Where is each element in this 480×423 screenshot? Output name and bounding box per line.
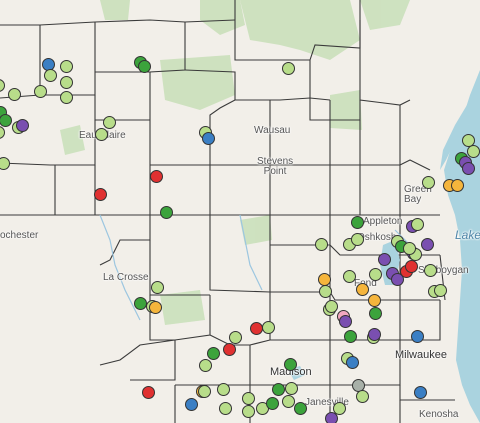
- label-madison: Madison: [270, 366, 312, 378]
- map-marker-light-green[interactable]: [319, 285, 332, 298]
- map-marker-light-green[interactable]: [8, 88, 21, 101]
- map-marker-light-green[interactable]: [60, 76, 73, 89]
- map-marker-orange[interactable]: [356, 283, 369, 296]
- label-janesville: Janesville: [305, 397, 349, 408]
- map-marker-red[interactable]: [223, 343, 236, 356]
- map-marker-orange[interactable]: [451, 179, 464, 192]
- label-wausau: Wausau: [254, 125, 291, 136]
- map-marker-light-green[interactable]: [242, 405, 255, 418]
- map-marker-light-green[interactable]: [103, 116, 116, 129]
- map-marker-blue[interactable]: [185, 398, 198, 411]
- label-lake-michigan: Lake: [455, 228, 480, 242]
- map-marker-light-green[interactable]: [199, 359, 212, 372]
- map-marker-light-green[interactable]: [219, 402, 232, 415]
- label-oshkosh: Oshkosh: [357, 232, 397, 243]
- label-kenosha: Kenosha: [419, 409, 459, 420]
- map-marker-light-green[interactable]: [282, 62, 295, 75]
- map-marker-light-green[interactable]: [462, 134, 475, 147]
- map-marker-light-green[interactable]: [351, 233, 364, 246]
- green-bay-water: [440, 80, 480, 170]
- map-marker-green[interactable]: [272, 383, 285, 396]
- map-marker-light-green[interactable]: [262, 321, 275, 334]
- map-marker-green[interactable]: [294, 402, 307, 415]
- map-marker-purple[interactable]: [421, 238, 434, 251]
- map-marker-light-green[interactable]: [34, 85, 47, 98]
- label-stevens-point: Stevens Point: [257, 156, 294, 177]
- label-rochester: ochester: [0, 230, 39, 241]
- map-marker-green[interactable]: [344, 330, 357, 343]
- map-marker-purple[interactable]: [325, 412, 338, 423]
- map-marker-light-green[interactable]: [151, 281, 164, 294]
- label-sheboygan: Sheboygan: [418, 265, 469, 276]
- map-marker-light-green[interactable]: [217, 383, 230, 396]
- map-marker-light-green[interactable]: [434, 284, 447, 297]
- map-marker-light-green[interactable]: [333, 402, 346, 415]
- map-marker-light-green[interactable]: [343, 270, 356, 283]
- map-marker-green[interactable]: [207, 347, 220, 360]
- map-marker-light-green[interactable]: [325, 300, 338, 313]
- map-marker-orange[interactable]: [149, 301, 162, 314]
- map-marker-light-green[interactable]: [198, 385, 211, 398]
- map-marker-light-green[interactable]: [0, 157, 10, 170]
- map-marker-light-green[interactable]: [229, 331, 242, 344]
- map-marker-green[interactable]: [138, 60, 151, 73]
- label-appleton: Appleton: [363, 216, 403, 227]
- map-marker-green[interactable]: [284, 358, 297, 371]
- map-marker-light-green[interactable]: [411, 218, 424, 231]
- map-marker-purple[interactable]: [368, 328, 381, 341]
- map-marker-purple[interactable]: [339, 315, 352, 328]
- map-marker-light-green[interactable]: [315, 238, 328, 251]
- label-green-bay: Green Bay: [404, 184, 432, 205]
- map-marker-light-green[interactable]: [242, 392, 255, 405]
- map-marker-blue[interactable]: [414, 386, 427, 399]
- map-marker-green[interactable]: [0, 114, 12, 127]
- map-marker-light-green[interactable]: [424, 264, 437, 277]
- map-marker-green[interactable]: [351, 216, 364, 229]
- map-marker-purple[interactable]: [391, 273, 404, 286]
- map-marker-blue[interactable]: [346, 356, 359, 369]
- map-marker-light-green[interactable]: [44, 69, 57, 82]
- map-marker-red[interactable]: [405, 260, 418, 273]
- map-marker-light-green[interactable]: [60, 60, 73, 73]
- label-milwaukee: Milwaukee: [395, 349, 447, 361]
- map-marker-light-green[interactable]: [369, 268, 382, 281]
- map-marker-red[interactable]: [250, 322, 263, 335]
- map-marker-light-green[interactable]: [95, 128, 108, 141]
- map-marker-light-green[interactable]: [60, 91, 73, 104]
- map-marker-green[interactable]: [369, 307, 382, 320]
- map-marker-orange[interactable]: [368, 294, 381, 307]
- map-marker-light-green[interactable]: [422, 176, 435, 189]
- map-marker-light-green[interactable]: [282, 395, 295, 408]
- map-marker-purple[interactable]: [462, 162, 475, 175]
- map-marker-blue[interactable]: [202, 132, 215, 145]
- map-marker-light-green[interactable]: [403, 242, 416, 255]
- forest-areas: [60, 0, 410, 325]
- map-marker-red[interactable]: [150, 170, 163, 183]
- map-marker-green[interactable]: [160, 206, 173, 219]
- map-marker-purple[interactable]: [378, 253, 391, 266]
- map-marker-light-green[interactable]: [285, 382, 298, 395]
- map-marker-red[interactable]: [142, 386, 155, 399]
- map-marker-light-green[interactable]: [356, 390, 369, 403]
- map-marker-blue[interactable]: [411, 330, 424, 343]
- map-marker-red[interactable]: [94, 188, 107, 201]
- label-la-crosse: La Crosse: [103, 272, 149, 283]
- map-marker-green[interactable]: [266, 397, 279, 410]
- map-marker-purple[interactable]: [16, 119, 29, 132]
- map-marker-green[interactable]: [134, 297, 147, 310]
